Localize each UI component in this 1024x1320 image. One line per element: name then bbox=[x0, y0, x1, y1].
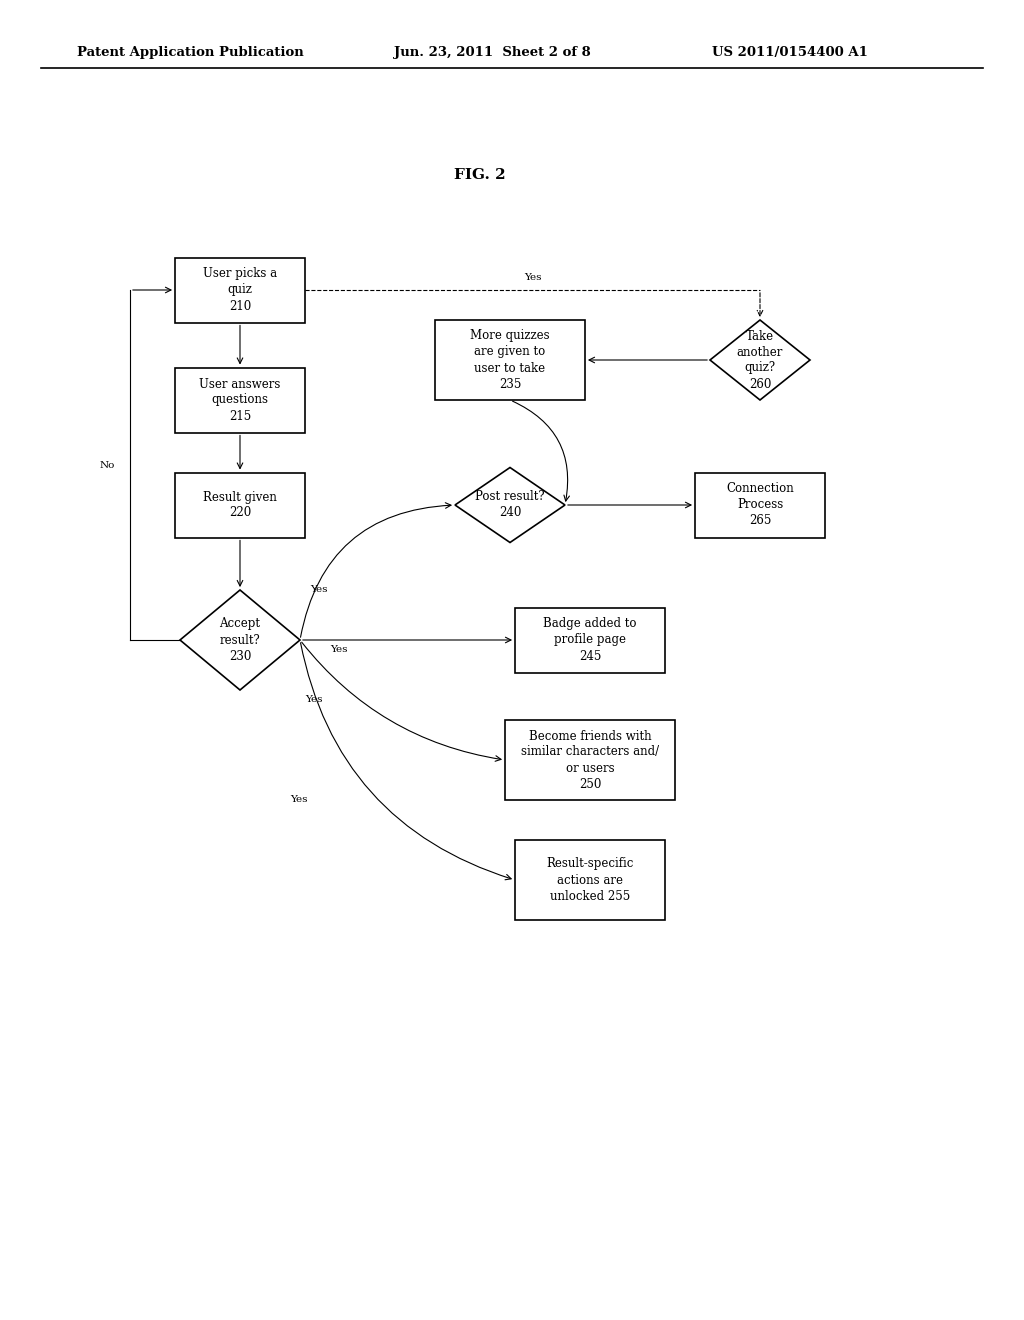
Text: Connection
Process
265: Connection Process 265 bbox=[726, 483, 794, 528]
Text: User answers
questions
215: User answers questions 215 bbox=[200, 378, 281, 422]
Text: Result given
220: Result given 220 bbox=[203, 491, 276, 520]
Polygon shape bbox=[455, 467, 565, 543]
Bar bbox=[695, 473, 825, 537]
Text: Yes: Yes bbox=[305, 696, 323, 705]
Bar bbox=[435, 319, 585, 400]
Polygon shape bbox=[710, 319, 810, 400]
Text: Yes: Yes bbox=[523, 273, 542, 282]
Text: Badge added to
profile page
245: Badge added to profile page 245 bbox=[544, 618, 637, 663]
Text: Jun. 23, 2011  Sheet 2 of 8: Jun. 23, 2011 Sheet 2 of 8 bbox=[394, 46, 591, 59]
Text: User picks a
quiz
210: User picks a quiz 210 bbox=[203, 268, 278, 313]
Bar bbox=[175, 257, 305, 322]
Text: Become friends with
similar characters and/
or users
250: Become friends with similar characters a… bbox=[521, 730, 659, 791]
Bar bbox=[505, 719, 675, 800]
Text: US 2011/0154400 A1: US 2011/0154400 A1 bbox=[712, 46, 867, 59]
Text: Yes: Yes bbox=[330, 645, 347, 655]
Bar bbox=[515, 607, 665, 672]
Polygon shape bbox=[180, 590, 300, 690]
Text: More quizzes
are given to
user to take
235: More quizzes are given to user to take 2… bbox=[470, 330, 550, 391]
Text: No: No bbox=[99, 461, 115, 470]
Text: FIG. 2: FIG. 2 bbox=[455, 168, 506, 182]
Text: Patent Application Publication: Patent Application Publication bbox=[77, 46, 303, 59]
Text: Result-specific
actions are
unlocked 255: Result-specific actions are unlocked 255 bbox=[547, 858, 634, 903]
Text: Yes: Yes bbox=[290, 796, 307, 804]
Text: Post result?
240: Post result? 240 bbox=[475, 491, 545, 520]
Text: Take
another
quiz?
260: Take another quiz? 260 bbox=[737, 330, 783, 391]
Bar bbox=[515, 840, 665, 920]
Text: Accept
result?
230: Accept result? 230 bbox=[219, 618, 260, 663]
Bar bbox=[175, 367, 305, 433]
Text: Yes: Yes bbox=[310, 586, 328, 594]
Bar bbox=[175, 473, 305, 537]
